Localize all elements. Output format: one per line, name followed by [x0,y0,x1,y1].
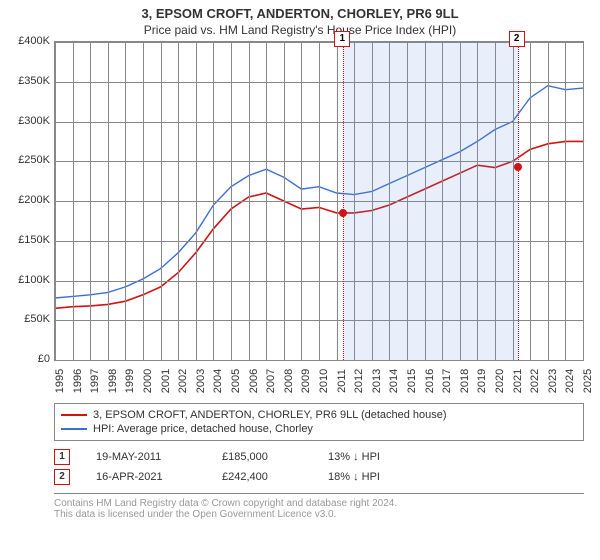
x-axis-label: 2022 [529,369,541,393]
event-marker-box: 1 [54,449,70,465]
y-axis-label: £150K [18,234,50,246]
event-delta: 13% ↓ HPI [328,451,428,463]
x-axis-label: 2025 [582,369,594,393]
marker-box: 1 [334,31,350,47]
legend-label: HPI: Average price, detached house, Chor… [93,423,313,435]
gridline-v [548,42,549,360]
gridline-v [161,42,162,360]
event-date: 16-APR-2021 [96,471,196,483]
legend: 3, EPSOM CROFT, ANDERTON, CHORLEY, PR6 9… [54,403,584,441]
gridline-v [55,42,56,360]
x-axis-label: 2013 [371,369,383,393]
x-axis-label: 2021 [512,369,524,393]
gridline-v [284,42,285,360]
legend-swatch [61,428,87,430]
x-axis-label: 2019 [476,369,488,393]
legend-swatch [61,414,87,416]
gridline-v [301,42,302,360]
x-axis-label: 2024 [564,369,576,393]
shaded-range [343,42,517,360]
x-axis-label: 2010 [318,369,330,393]
y-axis-label: £50K [24,313,50,325]
x-axis-label: 2002 [177,369,189,393]
chart-titles: 3, EPSOM CROFT, ANDERTON, CHORLEY, PR6 9… [10,6,590,37]
y-axis-label: £100K [18,274,50,286]
x-axis-label: 2015 [406,369,418,393]
x-axis-label: 2014 [388,369,400,393]
gridline-v [337,42,338,360]
gridline-v [108,42,109,360]
event-row: 1 19-MAY-2011 £185,000 13% ↓ HPI [54,447,584,467]
y-axis-label: £400K [18,35,50,47]
marker-point [339,209,347,217]
x-axis-label: 2016 [424,369,436,393]
gridline-v [266,42,267,360]
x-axis-label: 2018 [459,369,471,393]
x-axis-label: 1996 [72,369,84,393]
x-axis-label: 2005 [230,369,242,393]
x-axis-label: 2009 [300,369,312,393]
gridline-v [90,42,91,360]
gridline-v [213,42,214,360]
y-axis-label: £300K [18,115,50,127]
footer: Contains HM Land Registry data © Crown c… [54,493,584,520]
chart-title: 3, EPSOM CROFT, ANDERTON, CHORLEY, PR6 9… [10,6,590,21]
event-price: £185,000 [222,451,302,463]
chart-area: £0£50K£100K£150K£200K£250K£300K£350K£400… [54,41,584,401]
sale-events: 1 19-MAY-2011 £185,000 13% ↓ HPI 2 16-APR-202… [54,447,584,487]
y-axis-label: £250K [18,154,50,166]
event-price: £242,400 [222,471,302,483]
x-axis-label: 2020 [494,369,506,393]
y-axis-label: £0 [38,353,50,365]
x-axis-label: 2000 [142,369,154,393]
marker-line [343,41,344,361]
gridline-v [565,42,566,360]
marker-point [514,163,522,171]
x-axis-label: 2004 [212,369,224,393]
gridline-v [125,42,126,360]
gridline-v [583,42,584,360]
event-row: 2 16-APR-2021 £242,400 18% ↓ HPI [54,467,584,487]
marker-line [518,41,519,361]
chart-subtitle: Price paid vs. HM Land Registry's House … [10,23,590,37]
legend-row: HPI: Average price, detached house, Chor… [61,422,577,436]
x-axis-label: 1995 [54,369,66,393]
footer-line-2: This data is licensed under the Open Gov… [54,509,584,520]
x-axis-label: 1999 [124,369,136,393]
event-delta: 18% ↓ HPI [328,471,428,483]
x-axis-label: 2003 [195,369,207,393]
x-axis-label: 1997 [89,369,101,393]
legend-row: 3, EPSOM CROFT, ANDERTON, CHORLEY, PR6 9… [61,408,577,422]
y-axis-label: £350K [18,75,50,87]
x-axis-label: 2023 [547,369,559,393]
gridline-v [530,42,531,360]
plot [54,41,584,361]
x-axis-label: 2008 [283,369,295,393]
gridline-v [319,42,320,360]
x-axis-label: 2001 [160,369,172,393]
gridline-v [196,42,197,360]
x-axis-label: 2017 [441,369,453,393]
x-axis-label: 2006 [248,369,260,393]
x-axis-label: 1998 [107,369,119,393]
x-axis-label: 2007 [265,369,277,393]
event-marker-box: 2 [54,469,70,485]
gridline-v [143,42,144,360]
footer-line-1: Contains HM Land Registry data © Crown c… [54,498,584,509]
x-axis-label: 2012 [353,369,365,393]
gridline-v [249,42,250,360]
gridline-v [73,42,74,360]
y-axis-label: £200K [18,194,50,206]
marker-box: 2 [509,31,525,47]
event-date: 19-MAY-2011 [96,451,196,463]
gridline-v [178,42,179,360]
x-axis-label: 2011 [336,369,348,393]
legend-label: 3, EPSOM CROFT, ANDERTON, CHORLEY, PR6 9… [93,409,447,421]
gridline-h [55,360,583,361]
gridline-v [231,42,232,360]
